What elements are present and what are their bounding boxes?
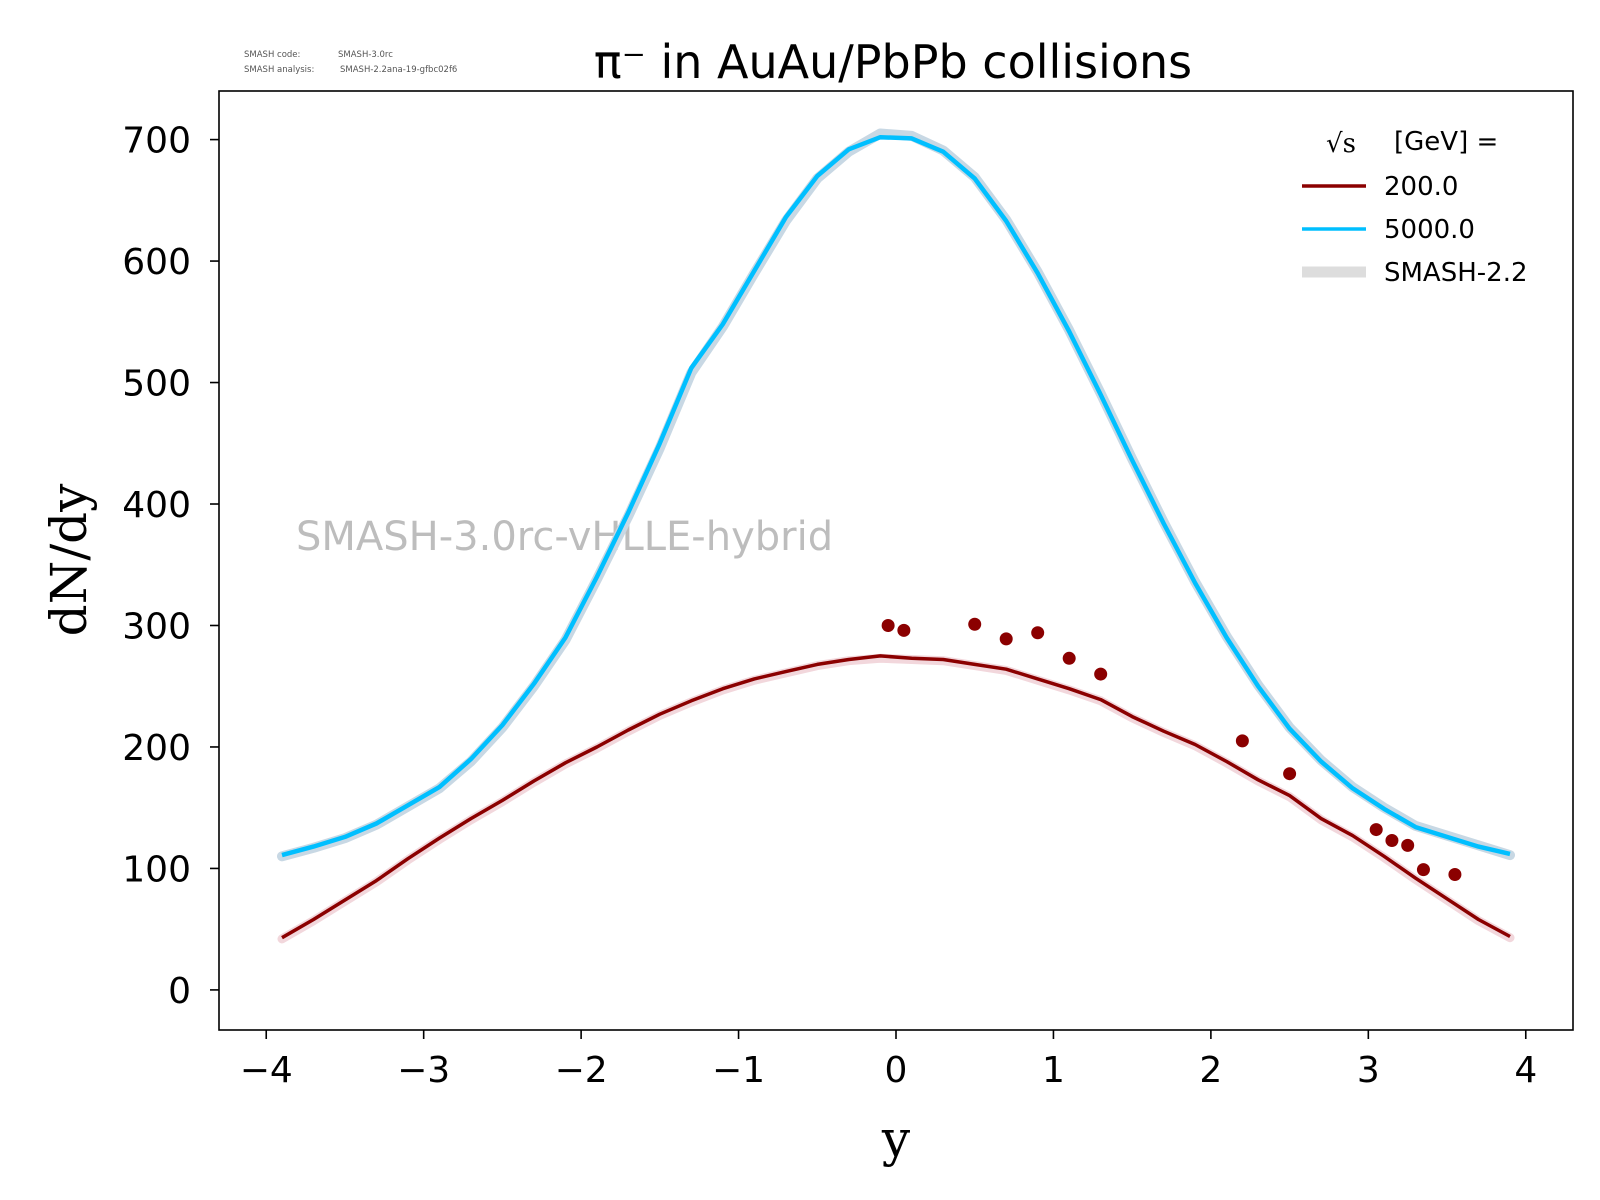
x-tick-label: −2 xyxy=(555,1050,608,1091)
data-point-200 xyxy=(1062,651,1076,665)
data-point-200 xyxy=(1369,823,1383,837)
y-tick-label: 400 xyxy=(122,485,191,526)
x-tick-label: −1 xyxy=(712,1050,765,1091)
legend-label-200: 200.0 xyxy=(1384,172,1458,202)
data-point-200 xyxy=(1416,863,1430,877)
legend-title-rest: [GeV] = xyxy=(1394,127,1498,157)
x-axis: −4 −3 −2 −1 0 1 2 3 4 xyxy=(240,1030,1537,1091)
data-point-200 xyxy=(1283,767,1297,781)
series-line-200 xyxy=(281,654,1511,940)
legend: √s [GeV] = 200.0 5000.0 SMASH-2.2 xyxy=(1302,127,1528,288)
data-point-200 xyxy=(1401,838,1415,852)
reference-line-5000 xyxy=(277,128,1515,862)
y-axis-label: dN/dy xyxy=(40,483,98,637)
x-tick-label: −4 xyxy=(240,1050,293,1091)
y-tick-label: 0 xyxy=(168,971,191,1012)
data-point-200 xyxy=(999,632,1013,646)
reference-line-200 xyxy=(277,653,1515,944)
x-tick-label: −3 xyxy=(397,1050,450,1091)
y-tick-label: 700 xyxy=(122,121,191,162)
legend-label-5000: 5000.0 xyxy=(1384,215,1475,245)
data-point-200 xyxy=(968,617,982,631)
x-axis-label: y xyxy=(881,1110,911,1168)
y-tick-label: 200 xyxy=(122,728,191,769)
y-tick-label: 100 xyxy=(122,849,191,890)
series-layer xyxy=(281,134,1511,940)
meta-code-label: SMASH code: xyxy=(244,50,300,60)
data-point-200 xyxy=(1235,734,1249,748)
series-line-5000 xyxy=(281,134,1511,858)
y-tick-label: 600 xyxy=(122,242,191,283)
data-point-200 xyxy=(897,623,911,637)
meta-code-value: SMASH-3.0rc xyxy=(338,50,393,60)
x-tick-label: 2 xyxy=(1199,1050,1222,1091)
y-tick-label: 300 xyxy=(122,606,191,647)
legend-title-sqrt: √s xyxy=(1326,129,1356,159)
x-tick-label: 4 xyxy=(1514,1050,1537,1091)
data-point-200 xyxy=(1448,868,1462,882)
data-point-200 xyxy=(1385,833,1399,847)
chart-title: π⁻ in AuAu/PbPb collisions xyxy=(594,35,1192,89)
data-point-200 xyxy=(1031,626,1045,640)
x-tick-label: 3 xyxy=(1357,1050,1380,1091)
plot-area xyxy=(218,90,1574,1031)
meta-analysis-label: SMASH analysis: xyxy=(244,65,314,75)
y-axis: 0 100 200 300 400 500 600 700 xyxy=(122,121,219,1012)
data-point-200 xyxy=(881,618,895,632)
meta-analysis-value: SMASH-2.2ana-19-gfbc02f6 xyxy=(340,65,457,75)
points-layer xyxy=(881,617,1462,882)
x-tick-label: 1 xyxy=(1042,1050,1065,1091)
legend-label-smash22: SMASH-2.2 xyxy=(1384,258,1528,288)
x-tick-label: 0 xyxy=(885,1050,908,1091)
watermark: SMASH-3.0rc-vHLLE-hybrid xyxy=(296,514,833,560)
y-tick-label: 500 xyxy=(122,364,191,405)
data-point-200 xyxy=(1094,667,1108,681)
